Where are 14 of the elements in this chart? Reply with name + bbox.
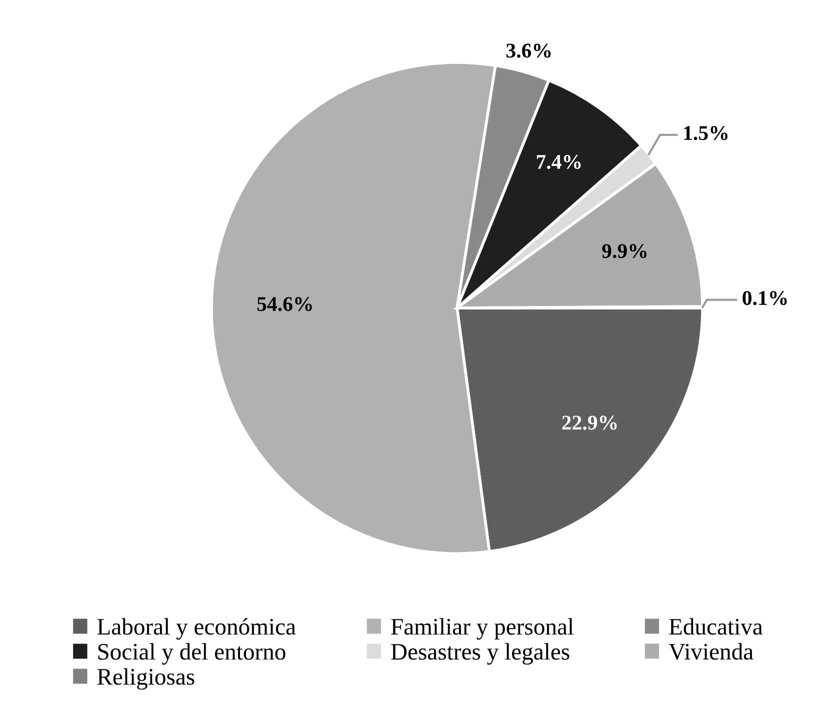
data-label: 22.9% xyxy=(562,416,617,430)
data-label: 54.6% xyxy=(257,297,312,312)
legend-label: Social y del entorno xyxy=(98,643,286,665)
data-label: 9.9% xyxy=(602,244,646,258)
legend-label: Educativa xyxy=(669,618,763,635)
legend-label: Desastres y legales xyxy=(391,643,570,665)
data-label: 0.1% xyxy=(742,290,787,306)
legend-label: Laboral y económica xyxy=(97,618,296,640)
data-label: 7.4% xyxy=(536,154,581,170)
legend-label: Vivienda xyxy=(668,643,754,660)
data-label: 1.5% xyxy=(684,126,728,140)
data-label: 3.6% xyxy=(506,44,551,58)
legend-label: Religiosas xyxy=(97,668,194,690)
legend-label: Familiar y personal xyxy=(391,618,574,640)
